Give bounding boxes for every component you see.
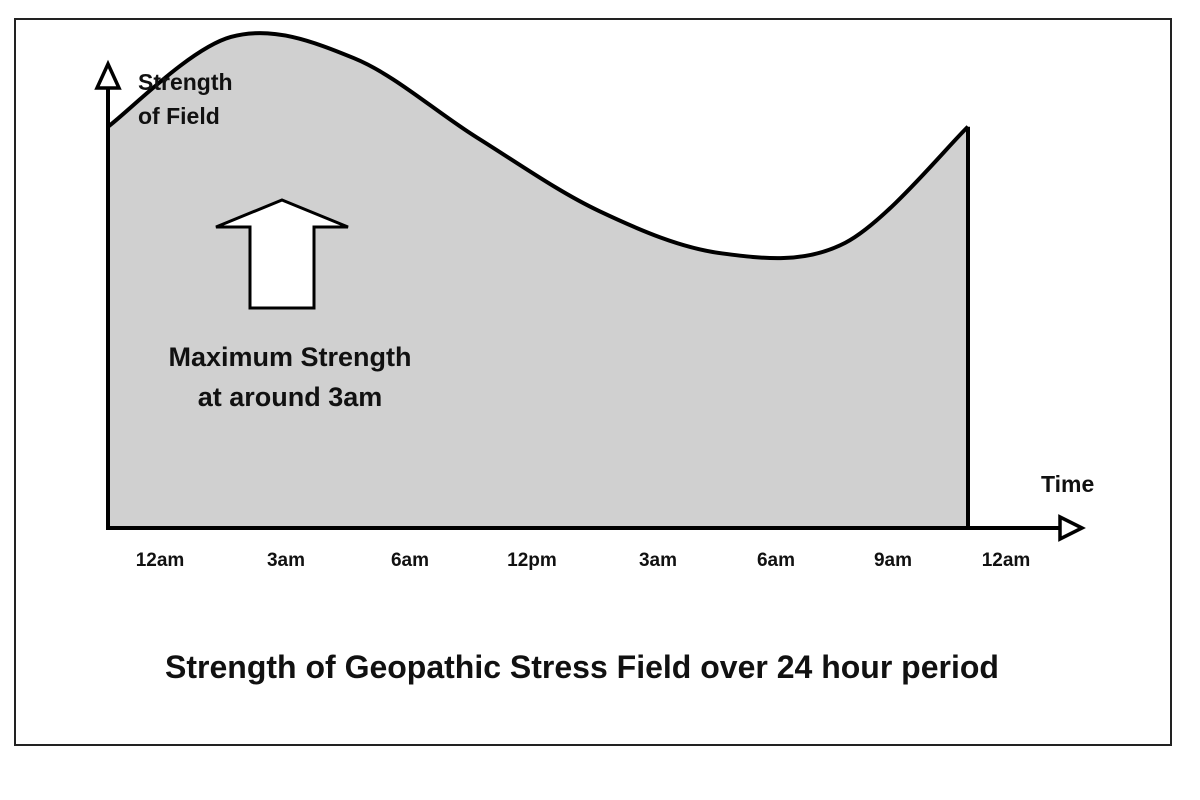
x-tick-label: 12am <box>136 550 185 571</box>
x-tick-label: 6am <box>391 550 429 571</box>
annotation-line-2: at around 3am <box>198 382 383 412</box>
x-tick-label: 9am <box>874 550 912 571</box>
area-series <box>108 33 968 528</box>
x-tick-label: 3am <box>267 550 305 571</box>
y-axis-title-line-2: of Field <box>138 103 220 129</box>
curve-line <box>106 31 970 261</box>
y-axis-arrowhead <box>94 59 122 90</box>
x-tick-label: 3am <box>639 550 677 571</box>
up-arrow-icon <box>215 198 349 310</box>
x-tick-label: 6am <box>757 550 795 571</box>
x-tick-labels: 12am 3am 6am 12pm 3am 6am 9am 12am <box>136 550 1031 571</box>
x-axis-arrowhead <box>1058 514 1086 542</box>
y-axis-title-line-1: Strength <box>138 69 233 95</box>
chart-title: Strength of Geopathic Stress Field over … <box>165 649 999 685</box>
x-tick-label: 12pm <box>507 550 557 571</box>
x-axis-title: Time <box>1041 471 1094 497</box>
annotation-line-1: Maximum Strength <box>168 342 411 372</box>
x-tick-label: 12am <box>982 550 1031 571</box>
